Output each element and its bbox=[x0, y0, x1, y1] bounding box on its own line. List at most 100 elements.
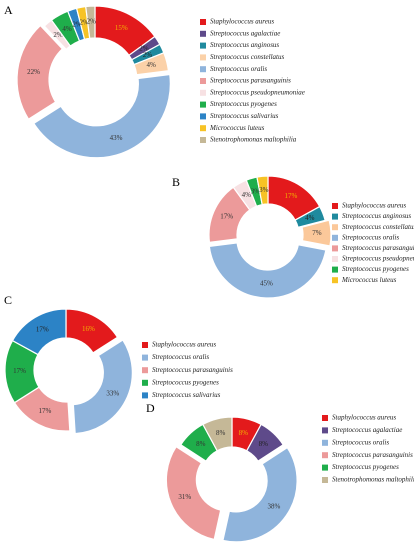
legend-label-d-5: Stenotrophomonas maltophilia bbox=[332, 476, 414, 484]
legend-label-a-10: Stenotrophomonas maltophilia bbox=[210, 136, 297, 144]
legend-swatch-a-1 bbox=[200, 30, 206, 37]
slice-label-d-1: 8% bbox=[259, 440, 269, 448]
legend-label-a-6: Streptococcus pseudopneumoniae bbox=[210, 88, 305, 96]
slice-c-0 bbox=[65, 308, 119, 354]
donut-chart-d: D 8% 8% 38% 31% 8% 8% Staphylococcus aureus Stre… bbox=[146, 401, 414, 543]
slice-label-b-5: 4% bbox=[242, 191, 252, 199]
legend-label-b-2: Streptococcus constellatus bbox=[342, 223, 414, 231]
slice-label-a-1: 2% bbox=[139, 45, 149, 53]
panel-letter-a: A bbox=[4, 3, 13, 17]
slice-label-c-3: 17% bbox=[13, 367, 26, 375]
legend-swatch-a-10 bbox=[200, 137, 206, 143]
legend-swatch-c-3 bbox=[142, 379, 148, 386]
legend-swatch-b-5 bbox=[332, 256, 338, 262]
slice-label-b-7: 3% bbox=[259, 186, 269, 194]
legend-label-b-6: Streptococcus pyogenes bbox=[342, 265, 409, 273]
legend-swatch-b-4 bbox=[332, 245, 338, 252]
legend-swatch-a-0 bbox=[200, 19, 206, 25]
legend-c: Staphylococcus aureus Streptococcus orali… bbox=[142, 341, 233, 399]
donut-chart-a: A15%2%2%4%43%22%2%4%2%2%2% Staphylococcus… bbox=[4, 3, 305, 159]
legend-swatch-a-5 bbox=[200, 78, 206, 84]
legend-swatch-d-5 bbox=[322, 477, 328, 483]
slice-a-4 bbox=[33, 73, 171, 159]
slice-label-d-4: 8% bbox=[196, 440, 206, 448]
slice-label-c-4: 17% bbox=[36, 326, 49, 334]
legend-swatch-b-1 bbox=[332, 213, 338, 220]
slice-a-3 bbox=[133, 51, 170, 76]
slice-label-b-6: 3% bbox=[251, 187, 261, 195]
legend-label-a-2: Streptococcus anginosus bbox=[210, 41, 279, 49]
slice-label-c-1: 33% bbox=[106, 389, 119, 397]
slice-label-c-2: 17% bbox=[38, 407, 51, 415]
slice-label-a-0: 15% bbox=[115, 24, 128, 32]
slice-a-10 bbox=[85, 5, 96, 40]
legend-swatch-a-9 bbox=[200, 125, 206, 132]
legend-swatch-a-2 bbox=[200, 42, 206, 49]
legend-swatch-c-4 bbox=[142, 392, 148, 399]
legend-label-c-0: Staphylococcus aureus bbox=[152, 341, 216, 349]
legend-swatch-b-2 bbox=[332, 224, 338, 231]
legend-label-c-3: Streptococcus pyogenes bbox=[152, 378, 219, 386]
slice-label-a-8: 2% bbox=[72, 20, 82, 28]
panel-letter-b: B bbox=[172, 175, 180, 189]
slice-label-a-7: 4% bbox=[62, 25, 72, 33]
legend-swatch-a-6 bbox=[200, 89, 206, 96]
legend-b: Staphylococcus aureus Streptococcus angin… bbox=[332, 202, 414, 284]
legend-swatch-a-4 bbox=[200, 66, 206, 73]
legend-swatch-a-8 bbox=[200, 113, 206, 120]
slice-label-b-0: 17% bbox=[284, 192, 297, 200]
legend-swatch-b-0 bbox=[332, 203, 338, 209]
legend-label-b-0: Staphylococcus aureus bbox=[342, 202, 406, 210]
slice-label-a-9: 2% bbox=[79, 19, 89, 27]
legend-d: Staphylococcus aureus Streptococcus agala… bbox=[322, 414, 414, 484]
slice-label-b-2: 7% bbox=[312, 229, 322, 237]
legend-label-d-1: Streptococcus agalactiae bbox=[332, 426, 402, 434]
legend-label-a-5: Streptococcus parasanguinis bbox=[210, 77, 291, 85]
slice-d-2 bbox=[222, 446, 298, 543]
legend-swatch-d-0 bbox=[322, 415, 328, 421]
slice-label-d-3: 31% bbox=[178, 493, 191, 501]
legend-label-d-4: Streptococcus pyogenes bbox=[332, 463, 399, 471]
slice-b-3 bbox=[208, 242, 327, 299]
legend-label-b-1: Streptococcus anginosus bbox=[342, 212, 411, 220]
slice-label-a-10: 2% bbox=[87, 18, 97, 26]
slice-label-a-3: 4% bbox=[147, 61, 157, 69]
slice-c-1 bbox=[72, 339, 133, 435]
panel-letter-c: C bbox=[4, 293, 12, 307]
panel-letter-d: D bbox=[146, 401, 155, 415]
slice-label-a-4: 43% bbox=[110, 134, 123, 142]
legend-label-b-5: Streptococcus pseudopneumoniae bbox=[342, 255, 414, 263]
legend-swatch-c-2 bbox=[142, 367, 148, 374]
legend-label-c-4: Streptococcus salivarius bbox=[152, 391, 221, 399]
slice-b-7 bbox=[256, 175, 269, 206]
legend-label-a-1: Streptococcus agalactiae bbox=[210, 29, 280, 37]
slice-b-1 bbox=[294, 205, 326, 229]
slice-label-d-2: 38% bbox=[267, 503, 280, 511]
legend-label-a-0: Staphylococcus aureus bbox=[210, 18, 274, 26]
legend-label-d-2: Streptococcus oralis bbox=[332, 438, 389, 446]
legend-swatch-c-1 bbox=[142, 354, 148, 361]
slice-label-a-2: 2% bbox=[143, 51, 153, 59]
legend-label-b-7: Micrococcus luteus bbox=[341, 276, 397, 284]
legend-swatch-c-0 bbox=[142, 342, 148, 348]
legend-label-c-2: Streptococcus parasanguinis bbox=[152, 366, 233, 374]
slice-label-a-6: 2% bbox=[53, 31, 63, 39]
legend-swatch-a-3 bbox=[200, 54, 206, 61]
slice-label-d-0: 8% bbox=[239, 429, 249, 437]
legend-label-a-3: Streptococcus constellatus bbox=[210, 53, 284, 61]
slice-b-2 bbox=[301, 219, 332, 247]
legend-label-a-4: Streptococcus oralis bbox=[210, 65, 267, 73]
slice-d-3 bbox=[165, 445, 222, 541]
slice-label-b-3: 45% bbox=[260, 280, 273, 288]
legend-label-c-1: Streptococcus oralis bbox=[152, 353, 209, 361]
legend-swatch-d-3 bbox=[322, 452, 328, 459]
legend-label-d-3: Streptococcus parasanguinis bbox=[332, 451, 413, 459]
slice-d-5 bbox=[202, 416, 233, 452]
legend-swatch-b-7 bbox=[332, 277, 338, 284]
slice-label-b-1: 4% bbox=[305, 214, 315, 222]
legend-swatch-b-6 bbox=[332, 266, 338, 273]
legend-swatch-a-7 bbox=[200, 101, 206, 108]
donut-chart-c: C 16% 33% 17% 17% 17% Staphylococcus aureus Str… bbox=[4, 293, 233, 435]
legend-swatch-d-1 bbox=[322, 427, 328, 434]
